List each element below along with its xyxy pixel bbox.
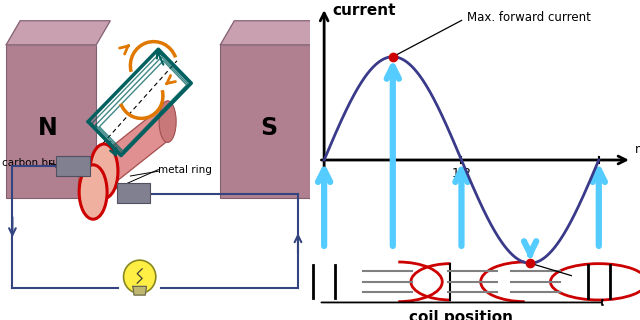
Ellipse shape (79, 165, 107, 219)
FancyBboxPatch shape (56, 156, 90, 176)
Polygon shape (220, 21, 324, 45)
Text: number of turns: number of turns (634, 143, 640, 156)
Ellipse shape (78, 165, 95, 206)
Text: 1: 1 (595, 166, 603, 179)
Text: Max. forward current: Max. forward current (396, 11, 591, 55)
Text: N: N (38, 116, 58, 140)
Text: coil position: coil position (410, 310, 513, 320)
FancyBboxPatch shape (116, 183, 150, 203)
Text: S: S (260, 116, 277, 140)
Text: 1/2: 1/2 (451, 166, 472, 179)
Polygon shape (133, 286, 147, 295)
FancyBboxPatch shape (6, 45, 96, 198)
Text: metal ring: metal ring (158, 164, 212, 175)
FancyBboxPatch shape (220, 45, 310, 198)
Ellipse shape (90, 144, 118, 198)
Text: current: current (332, 3, 396, 18)
Polygon shape (6, 21, 110, 45)
Text: carbon brush: carbon brush (1, 158, 70, 168)
Circle shape (124, 260, 156, 293)
Ellipse shape (159, 101, 176, 142)
Polygon shape (87, 102, 168, 205)
